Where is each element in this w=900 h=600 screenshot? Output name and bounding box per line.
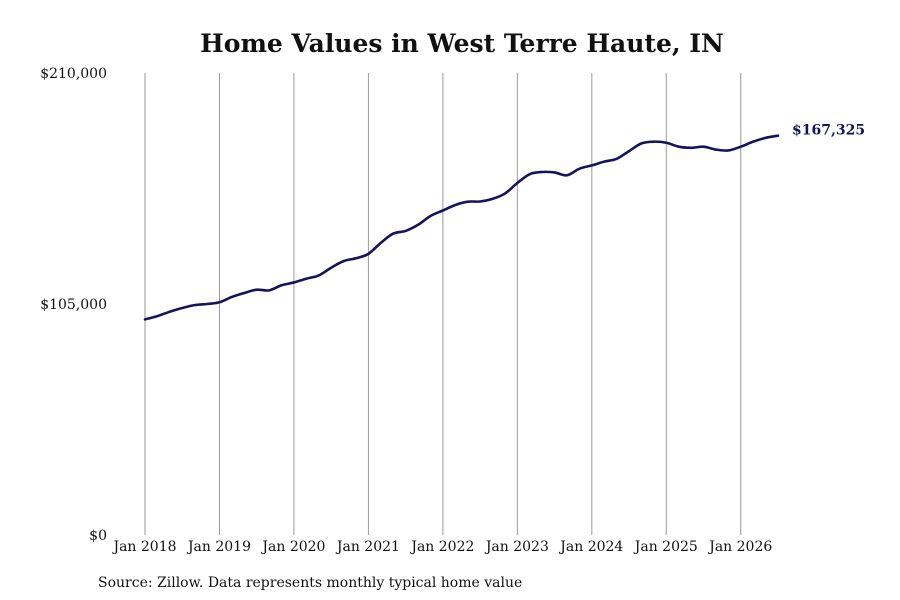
source-note: Source: Zillow. Data represents monthly … bbox=[98, 575, 522, 591]
y-tick-label-0: $0 bbox=[89, 528, 107, 544]
x-tick-label-4: Jan 2022 bbox=[409, 539, 474, 555]
latest-value-label: $167,325 bbox=[792, 123, 865, 139]
x-tick-label-0: Jan 2018 bbox=[111, 539, 176, 555]
x-tick-label-5: Jan 2023 bbox=[484, 539, 549, 555]
x-tick-label-7: Jan 2025 bbox=[633, 539, 698, 555]
x-tick-label-1: Jan 2019 bbox=[186, 539, 251, 555]
home-value-line bbox=[143, 134, 780, 321]
y-tick-label-1: $105,000 bbox=[40, 297, 107, 313]
grid-lines bbox=[144, 73, 742, 535]
x-tick-label-3: Jan 2021 bbox=[335, 539, 400, 555]
chart-title: Home Values in West Terre Haute, IN bbox=[200, 29, 724, 58]
x-tick-label-2: Jan 2020 bbox=[260, 539, 325, 555]
x-tick-label-6: Jan 2024 bbox=[558, 539, 623, 555]
y-tick-label-2: $210,000 bbox=[40, 66, 107, 82]
x-axis-tick-labels: Jan 2018 Jan 2019 Jan 2020 Jan 2021 Jan 2022… bbox=[111, 539, 772, 555]
x-tick-label-8: Jan 2026 bbox=[707, 539, 772, 555]
y-axis-tick-labels: $0 $105,000 $210,000 bbox=[40, 66, 107, 544]
